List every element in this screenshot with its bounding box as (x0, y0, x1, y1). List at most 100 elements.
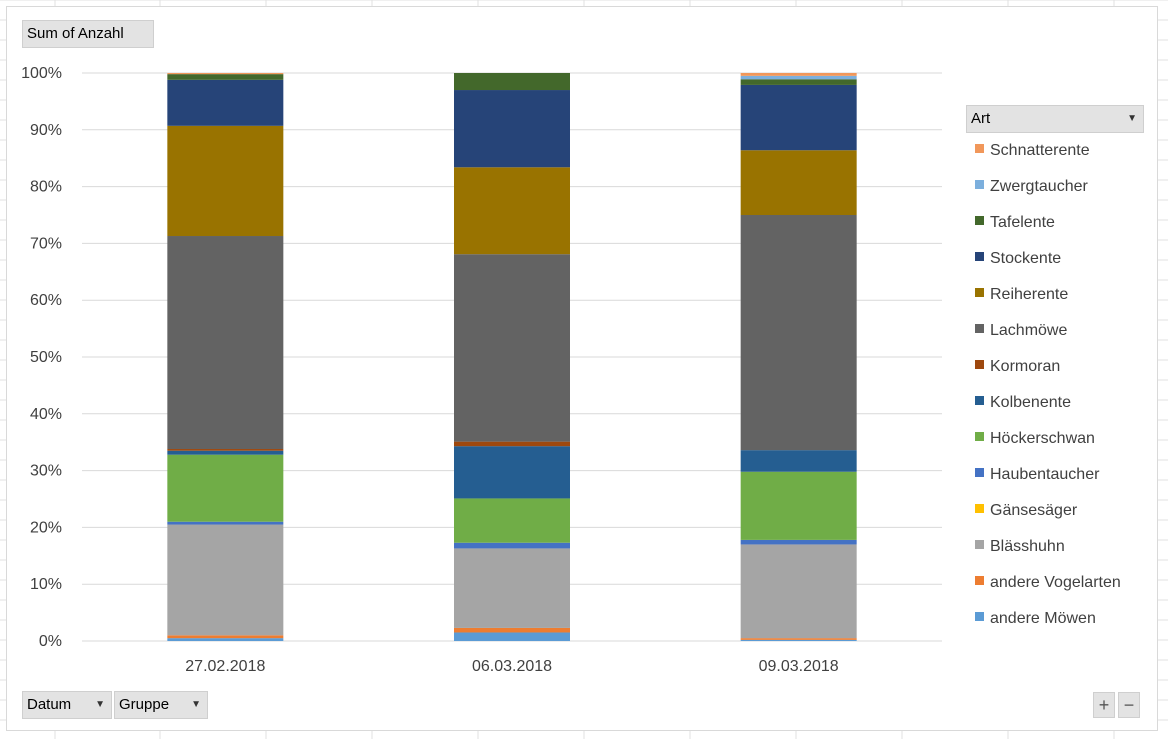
legend-label: Tafelente (990, 214, 1055, 231)
bar-segment[interactable] (167, 449, 284, 451)
axis-field-label: Datum (27, 696, 72, 713)
values-field-button[interactable]: Sum of Anzahl (22, 20, 154, 48)
legend-label: andere Möwen (990, 610, 1096, 627)
legend-field-label: Art (971, 110, 991, 127)
legend-swatch (975, 468, 984, 478)
bar-segment[interactable] (454, 498, 570, 543)
expand-field-button[interactable]: + (1093, 692, 1115, 718)
legend-item[interactable]: Kolbenente (975, 393, 1071, 413)
bar-segment[interactable] (740, 215, 857, 451)
bar-segment[interactable] (454, 632, 570, 641)
bar-segment[interactable] (454, 441, 570, 447)
bar-segment[interactable] (740, 639, 857, 641)
bar-segment[interactable] (740, 79, 857, 85)
bar-segment[interactable] (454, 73, 570, 91)
legend-label: Höckerschwan (990, 430, 1095, 447)
y-tick-label: 90% (30, 122, 62, 139)
bar-segment[interactable] (454, 90, 570, 168)
y-tick-label: 20% (30, 519, 62, 536)
bar-segment[interactable] (167, 450, 284, 455)
dropdown-arrow-icon: ▼ (191, 699, 201, 710)
legend-swatch (975, 396, 984, 406)
y-tick-label: 10% (30, 576, 62, 593)
axis-field-button-gruppe[interactable]: Gruppe ▼ (114, 691, 208, 719)
legend-item[interactable]: Blässhuhn (975, 537, 1065, 557)
bar-segment[interactable] (167, 638, 284, 641)
collapse-field-button[interactable]: − (1118, 692, 1140, 718)
bar-segment[interactable] (454, 446, 570, 499)
legend-item[interactable]: andere Möwen (975, 609, 1096, 629)
legend-label: Schnatterente (990, 142, 1090, 159)
legend-swatch (975, 288, 984, 298)
x-tick-label: 09.03.2018 (759, 658, 839, 675)
legend-item[interactable]: Lachmöwe (975, 321, 1067, 341)
legend-swatch (975, 540, 984, 550)
legend-item[interactable]: andere Vogelarten (975, 573, 1121, 593)
legend-label: Kormoran (990, 358, 1061, 375)
y-tick-label: 0% (39, 633, 62, 650)
y-tick-label: 100% (21, 65, 62, 82)
values-field-label: Sum of Anzahl (27, 25, 124, 42)
bar-segment[interactable] (454, 548, 570, 628)
legend-item[interactable]: Stockente (975, 249, 1061, 269)
bar-segment[interactable] (454, 627, 570, 633)
bar-segment[interactable] (167, 236, 284, 450)
y-tick-label: 60% (30, 292, 62, 309)
legend-swatch (975, 180, 984, 190)
legend-swatch (975, 360, 984, 370)
bar-segment[interactable] (454, 167, 570, 255)
legend-label: Reiherente (990, 286, 1069, 303)
x-tick-label: 27.02.2018 (185, 658, 265, 675)
legend-item[interactable]: Haubentaucher (975, 465, 1099, 485)
legend-label: Kolbenente (990, 394, 1071, 411)
bar-segment[interactable] (740, 84, 857, 151)
legend-label: Lachmöwe (990, 322, 1068, 339)
y-tick-label: 70% (30, 235, 62, 252)
legend-item[interactable]: Reiherente (975, 285, 1068, 305)
legend-item[interactable]: Kormoran (975, 357, 1060, 377)
legend-item[interactable]: Schnatterente (975, 141, 1090, 161)
legend-item[interactable]: Gänsesäger (975, 501, 1077, 521)
axis-field-button-datum[interactable]: Datum ▼ (22, 691, 112, 719)
y-tick-label: 30% (30, 463, 62, 480)
bar-segment[interactable] (454, 542, 570, 549)
legend-swatch (975, 144, 984, 154)
legend-label: Blässhuhn (990, 538, 1065, 555)
x-axis-ticks: 27.02.2018 06.03.2018 09.03.2018 (185, 658, 839, 675)
legend-swatch (975, 324, 984, 334)
minus-icon: − (1123, 695, 1135, 715)
bar-segment[interactable] (167, 74, 284, 80)
legend-swatch (975, 504, 984, 514)
legend-label: andere Vogelarten (990, 574, 1121, 591)
legend-label: Gänsesäger (990, 502, 1078, 519)
bar-segment[interactable] (740, 450, 857, 472)
bar-segment[interactable] (167, 73, 284, 75)
bar-segment[interactable] (740, 73, 857, 76)
bar-segment[interactable] (167, 125, 284, 237)
legend-swatch (975, 252, 984, 262)
legend-swatch (975, 612, 984, 622)
bar-segment[interactable] (167, 521, 284, 525)
bar-segment[interactable] (167, 454, 284, 522)
legend-item[interactable]: Tafelente (975, 213, 1055, 233)
dropdown-arrow-icon: ▼ (1127, 113, 1137, 124)
bar-segment[interactable] (740, 539, 857, 545)
y-tick-label: 40% (30, 406, 62, 423)
legend-swatch (975, 576, 984, 586)
bar-segment[interactable] (167, 524, 284, 636)
bar-segment[interactable] (167, 635, 284, 639)
legend-item[interactable]: Zwergtaucher (975, 177, 1088, 197)
bar-segment[interactable] (740, 75, 857, 80)
bar-segment[interactable] (454, 254, 570, 442)
plus-icon: + (1098, 695, 1110, 715)
x-tick-label: 06.03.2018 (472, 658, 552, 675)
bar-segment[interactable] (740, 544, 857, 639)
bar-segment[interactable] (740, 150, 857, 215)
bar-segment[interactable] (740, 638, 857, 640)
legend-field-button[interactable]: Art ▼ (966, 105, 1144, 133)
bar-segment[interactable] (740, 471, 857, 540)
y-tick-label: 50% (30, 349, 62, 366)
bar-segment[interactable] (167, 79, 284, 126)
legend-item[interactable]: Höckerschwan (975, 429, 1095, 449)
